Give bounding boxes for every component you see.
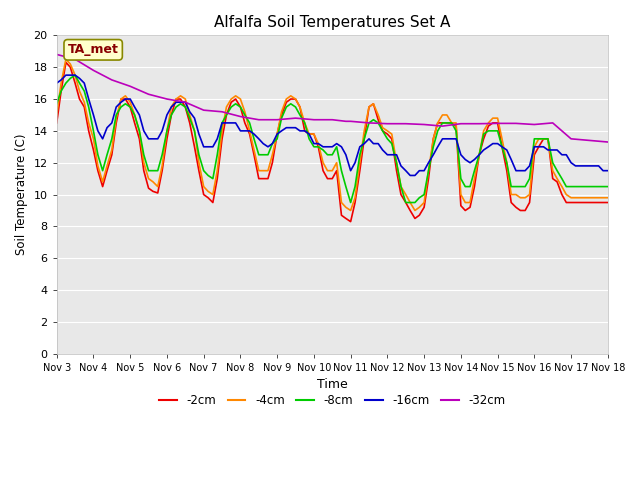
-32cm bbox=[493, 120, 501, 126]
-32cm bbox=[90, 68, 97, 73]
-8cm bbox=[434, 128, 442, 134]
-8cm bbox=[53, 101, 61, 107]
-2cm bbox=[53, 120, 61, 126]
-8cm bbox=[292, 104, 300, 110]
Line: -4cm: -4cm bbox=[57, 59, 608, 211]
Y-axis label: Soil Temperature (C): Soil Temperature (C) bbox=[15, 134, 28, 255]
-16cm bbox=[604, 168, 612, 174]
-32cm bbox=[126, 84, 134, 89]
-2cm bbox=[62, 60, 70, 65]
-16cm bbox=[434, 144, 442, 150]
-32cm bbox=[163, 96, 171, 102]
-32cm bbox=[365, 120, 373, 126]
-2cm bbox=[113, 120, 120, 126]
-32cm bbox=[342, 119, 349, 124]
-32cm bbox=[586, 138, 593, 144]
-32cm bbox=[200, 108, 207, 113]
-32cm bbox=[182, 99, 189, 105]
Line: -32cm: -32cm bbox=[57, 54, 608, 142]
-8cm bbox=[113, 112, 120, 118]
-4cm bbox=[604, 195, 612, 201]
-4cm bbox=[186, 112, 193, 118]
-4cm bbox=[62, 56, 70, 62]
-32cm bbox=[383, 121, 391, 127]
Legend: -2cm, -4cm, -8cm, -16cm, -32cm: -2cm, -4cm, -8cm, -16cm, -32cm bbox=[154, 389, 510, 411]
-32cm bbox=[438, 123, 446, 129]
-32cm bbox=[402, 121, 410, 127]
-2cm bbox=[292, 96, 300, 102]
-32cm bbox=[273, 117, 281, 122]
-4cm bbox=[292, 96, 300, 102]
-4cm bbox=[406, 200, 414, 205]
Line: -8cm: -8cm bbox=[57, 75, 608, 203]
-32cm bbox=[145, 91, 152, 97]
-32cm bbox=[53, 51, 61, 57]
-8cm bbox=[71, 72, 79, 78]
-2cm bbox=[434, 120, 442, 126]
-8cm bbox=[347, 200, 355, 205]
-2cm bbox=[577, 200, 584, 205]
-32cm bbox=[292, 115, 300, 121]
-32cm bbox=[512, 120, 520, 126]
Line: -16cm: -16cm bbox=[57, 75, 608, 176]
-32cm bbox=[476, 121, 483, 127]
-2cm bbox=[604, 200, 612, 205]
-32cm bbox=[457, 121, 465, 127]
-16cm bbox=[292, 125, 300, 131]
-32cm bbox=[420, 121, 428, 127]
-4cm bbox=[577, 195, 584, 201]
Title: Alfalfa Soil Temperatures Set A: Alfalfa Soil Temperatures Set A bbox=[214, 15, 451, 30]
X-axis label: Time: Time bbox=[317, 378, 348, 391]
-32cm bbox=[71, 56, 79, 62]
-32cm bbox=[255, 117, 262, 122]
-16cm bbox=[406, 173, 414, 179]
-32cm bbox=[567, 136, 575, 142]
-4cm bbox=[53, 112, 61, 118]
-16cm bbox=[113, 104, 120, 110]
-32cm bbox=[108, 77, 116, 83]
-8cm bbox=[577, 184, 584, 190]
-32cm bbox=[237, 114, 244, 120]
-32cm bbox=[328, 117, 336, 122]
-32cm bbox=[531, 121, 538, 127]
-4cm bbox=[347, 208, 355, 214]
-16cm bbox=[402, 168, 410, 174]
-2cm bbox=[347, 219, 355, 225]
-32cm bbox=[347, 119, 355, 124]
Line: -2cm: -2cm bbox=[57, 62, 608, 222]
-16cm bbox=[577, 163, 584, 169]
-16cm bbox=[53, 80, 61, 86]
-32cm bbox=[310, 117, 317, 122]
-8cm bbox=[604, 184, 612, 190]
-16cm bbox=[62, 72, 70, 78]
-2cm bbox=[186, 120, 193, 126]
-32cm bbox=[549, 120, 557, 126]
Text: TA_met: TA_met bbox=[68, 43, 118, 56]
-4cm bbox=[113, 115, 120, 121]
-4cm bbox=[434, 120, 442, 126]
-2cm bbox=[406, 208, 414, 214]
-32cm bbox=[218, 109, 226, 115]
-8cm bbox=[186, 115, 193, 121]
-8cm bbox=[406, 200, 414, 205]
-16cm bbox=[186, 109, 193, 115]
-32cm bbox=[604, 139, 612, 145]
